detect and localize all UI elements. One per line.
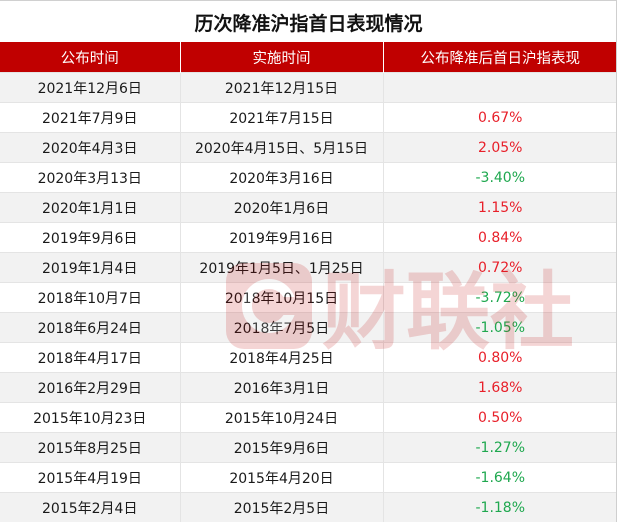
table-row: 2018年10月7日 2018年10月15日 -3.72%: [0, 282, 617, 313]
change-cell: 1.15%: [382, 192, 617, 223]
implemented-cell: 2020年1月6日: [179, 192, 383, 223]
announced-cell: 2015年8月25日: [0, 432, 180, 463]
announced-cell: 2021年12月6日: [0, 72, 180, 103]
table-row: 2018年6月24日 2018年7月5日 -1.05%: [0, 312, 617, 343]
change-cell: 2.05%: [382, 132, 617, 163]
announced-cell: 2020年1月1日: [0, 192, 180, 223]
announced-cell: 2020年4月3日: [0, 132, 180, 163]
table-row: 2018年4月17日 2018年4月25日 0.80%: [0, 342, 617, 373]
implemented-cell: 2018年10月15日: [179, 282, 383, 313]
change-cell: -3.72%: [382, 282, 617, 313]
header-announced: 公布时间: [0, 42, 180, 73]
announced-cell: 2016年2月29日: [0, 372, 180, 403]
table-row: 2020年3月13日 2020年3月16日 -3.40%: [0, 162, 617, 193]
implemented-cell: 2021年12月15日: [179, 72, 383, 103]
implemented-cell: 2015年2月5日: [179, 492, 383, 522]
announced-cell: 2018年4月17日: [0, 342, 180, 373]
announced-cell: 2020年3月13日: [0, 162, 180, 193]
table-row: 2015年2月4日 2015年2月5日 -1.18%: [0, 492, 617, 522]
change-cell: 0.72%: [382, 252, 617, 283]
announced-cell: 2019年1月4日: [0, 252, 180, 283]
table-row: 2021年12月6日 2021年12月15日: [0, 72, 617, 103]
change-cell: -1.05%: [382, 312, 617, 343]
announced-cell: 2018年10月7日: [0, 282, 180, 313]
table-row: 2015年8月25日 2015年9月6日 -1.27%: [0, 432, 617, 463]
implemented-cell: 2015年4月20日: [179, 462, 383, 493]
implemented-cell: 2020年3月16日: [179, 162, 383, 193]
implemented-cell: 2018年7月5日: [179, 312, 383, 343]
change-cell: 0.84%: [382, 222, 617, 253]
header-implemented: 实施时间: [179, 42, 383, 73]
change-cell: 0.50%: [382, 402, 617, 433]
announced-cell: 2015年4月19日: [0, 462, 180, 493]
change-cell: -1.27%: [382, 432, 617, 463]
rrr-cut-table: 公布时间 实施时间 公布降准后首日沪指表现 2021年12月6日 2021年12月…: [0, 42, 617, 522]
announced-cell: 2019年9月6日: [0, 222, 180, 253]
change-cell: 0.80%: [382, 342, 617, 373]
implemented-cell: 2019年1月5日、1月25日: [179, 252, 383, 283]
announced-cell: 2021年7月9日: [0, 102, 180, 133]
table-row: 2020年4月3日 2020年4月15日、5月15日 2.05%: [0, 132, 617, 163]
table-row: 2019年1月4日 2019年1月5日、1月25日 0.72%: [0, 252, 617, 283]
announced-cell: 2018年6月24日: [0, 312, 180, 343]
change-cell: [382, 72, 617, 103]
table-row: 2015年10月23日 2015年10月24日 0.50%: [0, 402, 617, 433]
table-title: 历次降准沪指首日表现情况: [0, 0, 617, 43]
table-row: 2019年9月6日 2019年9月16日 0.84%: [0, 222, 617, 253]
implemented-cell: 2021年7月15日: [179, 102, 383, 133]
table-row: 2020年1月1日 2020年1月6日 1.15%: [0, 192, 617, 223]
change-cell: 0.67%: [382, 102, 617, 133]
change-cell: -1.18%: [382, 492, 617, 522]
table-row: 2021年7月9日 2021年7月15日 0.67%: [0, 102, 617, 133]
header-row: 公布时间 实施时间 公布降准后首日沪指表现: [0, 42, 617, 73]
change-cell: -1.64%: [382, 462, 617, 493]
table-row: 2015年4月19日 2015年4月20日 -1.64%: [0, 462, 617, 493]
change-cell: -3.40%: [382, 162, 617, 193]
change-cell: 1.68%: [382, 372, 617, 403]
implemented-cell: 2019年9月16日: [179, 222, 383, 253]
announced-cell: 2015年10月23日: [0, 402, 180, 433]
implemented-cell: 2015年10月24日: [179, 402, 383, 433]
implemented-cell: 2020年4月15日、5月15日: [179, 132, 383, 163]
header-first-day-change: 公布降准后首日沪指表现: [382, 42, 617, 73]
implemented-cell: 2016年3月1日: [179, 372, 383, 403]
implemented-cell: 2018年4月25日: [179, 342, 383, 373]
table-row: 2016年2月29日 2016年3月1日 1.68%: [0, 372, 617, 403]
announced-cell: 2015年2月4日: [0, 492, 180, 522]
implemented-cell: 2015年9月6日: [179, 432, 383, 463]
